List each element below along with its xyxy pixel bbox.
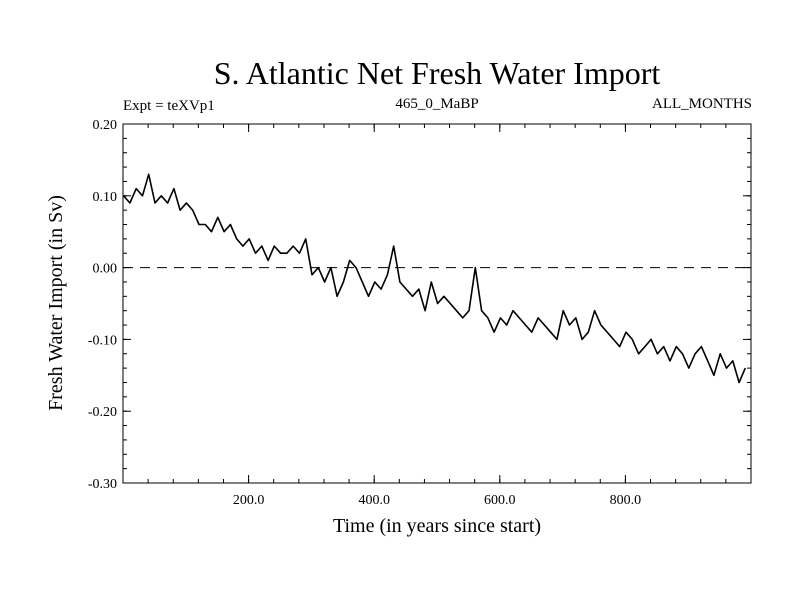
axes: 0.20 0.10 0.00 -0.10 -0.20 -0.30 200.0 400.0 600… <box>88 118 751 508</box>
y-tick-label: -0.20 <box>88 405 117 420</box>
months-label: ALL_MONTHS <box>652 96 752 112</box>
x-tick-label: 400.0 <box>358 493 390 508</box>
y-tick-label: -0.30 <box>88 477 117 492</box>
series-group <box>122 173 747 384</box>
data-series-line <box>122 173 747 384</box>
x-axis-label: Time (in years since start) <box>333 515 541 537</box>
experiment-label: Expt = teXVp1 <box>123 98 215 114</box>
plot-frame <box>122 123 752 484</box>
y-axis-label: Fresh Water Import (in Sv) <box>45 195 67 411</box>
period-label: 465_0_MaBP <box>395 96 478 112</box>
x-tick-label: 600.0 <box>484 493 516 508</box>
chart-title: S. Atlantic Net Fresh Water Import <box>214 55 661 91</box>
x-tick-label: 800.0 <box>610 493 642 508</box>
y-tick-label: -0.10 <box>88 333 117 348</box>
y-tick-label: 0.20 <box>93 118 118 133</box>
y-tick-label: 0.10 <box>93 190 118 205</box>
x-tick-label: 200.0 <box>233 493 265 508</box>
y-tick-label: 0.00 <box>93 262 118 277</box>
